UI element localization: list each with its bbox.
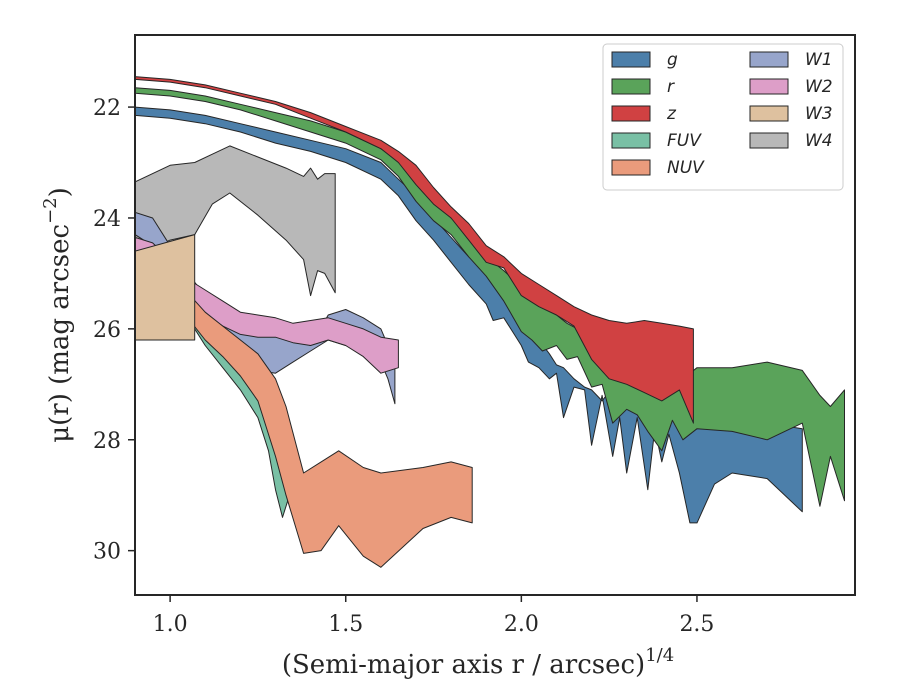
x-tick-label: 1.5 bbox=[328, 612, 363, 637]
y-axis-label-tail: ) bbox=[45, 187, 75, 197]
legend-label-w1: W1 bbox=[805, 50, 833, 70]
series-bands bbox=[135, 76, 845, 568]
y-tick-label: 26 bbox=[93, 318, 121, 343]
y-axis-label-sup: −2 bbox=[40, 197, 61, 224]
legend-swatch-r bbox=[611, 78, 651, 95]
y-tick-label: 22 bbox=[93, 96, 121, 121]
band-z bbox=[135, 76, 694, 424]
x-axis-ticks: 1.0 1.5 2.0 2.5 bbox=[153, 595, 714, 637]
legend-swatch-nuv bbox=[611, 159, 651, 176]
legend-label-g: g bbox=[667, 50, 678, 70]
x-tick-label: 2.5 bbox=[679, 612, 714, 637]
band-w4 bbox=[135, 145, 336, 297]
legend-swatch-w4 bbox=[749, 132, 789, 149]
band-nuv bbox=[135, 261, 473, 568]
legend-swatch-w2 bbox=[749, 78, 789, 95]
legend-swatch-fuv bbox=[611, 132, 651, 149]
legend-label-fuv: FUV bbox=[667, 131, 702, 151]
legend-label-w2: W2 bbox=[805, 77, 833, 97]
x-tick-label: 2.0 bbox=[504, 612, 539, 637]
plot-frame bbox=[134, 34, 856, 596]
legend-label-w4: W4 bbox=[805, 131, 833, 151]
legend-swatch-g bbox=[611, 51, 651, 68]
legend-label-r: r bbox=[667, 77, 675, 97]
legend-swatch-w3 bbox=[749, 105, 789, 122]
legend-swatch-w1 bbox=[749, 51, 789, 68]
legend-label-z: z bbox=[666, 104, 677, 124]
y-axis-ticks: 22 24 26 28 30 bbox=[93, 96, 135, 565]
x-axis-label-sup: 1/4 bbox=[645, 645, 674, 666]
legend-label-nuv: NUV bbox=[667, 158, 705, 178]
x-axis-label: (Semi-major axis r / arcsec)1/4 bbox=[282, 645, 674, 680]
legend-label-w3: W3 bbox=[805, 104, 833, 124]
band-w3 bbox=[135, 234, 196, 341]
y-tick-label: 24 bbox=[93, 207, 121, 232]
x-tick-label: 1.0 bbox=[153, 612, 188, 637]
legend: grz FUV NUV W1 W2 W3 W4 bbox=[602, 43, 844, 191]
y-tick-label: 28 bbox=[93, 429, 121, 454]
y-axis-label: μ(r) (mag arcsec−2) bbox=[40, 187, 75, 443]
legend-swatch-z bbox=[611, 105, 651, 122]
y-tick-label: 30 bbox=[93, 540, 121, 565]
